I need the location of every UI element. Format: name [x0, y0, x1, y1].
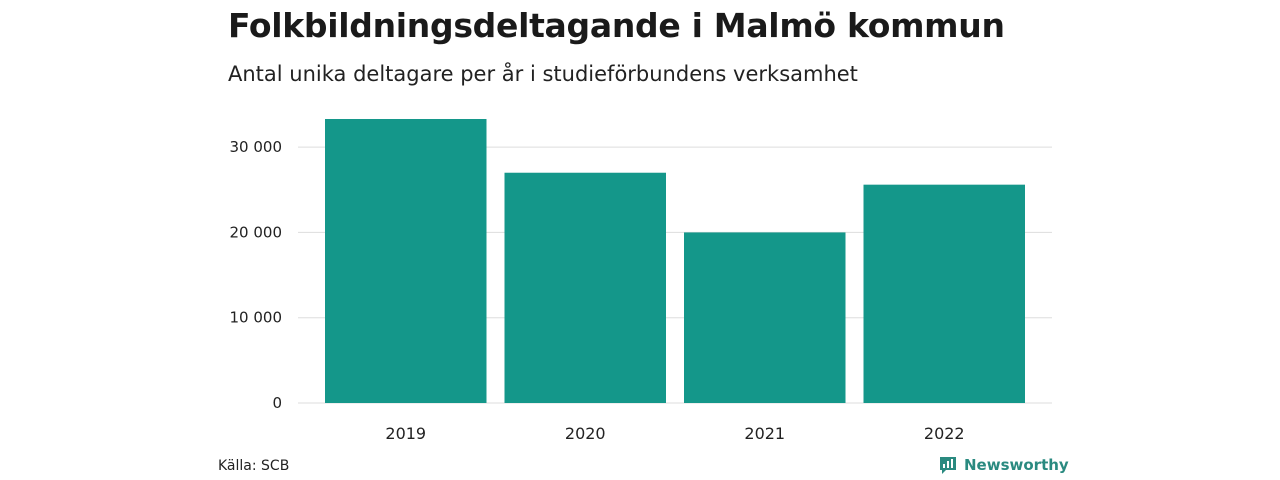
y-tick-label: 20 000 [230, 223, 283, 241]
y-tick-label: 10 000 [230, 309, 283, 327]
source-note: Källa: SCB [218, 458, 290, 474]
bar [504, 172, 666, 403]
y-tick-label: 0 [272, 394, 282, 412]
bar [325, 119, 487, 403]
x-tick-label: 2022 [924, 424, 965, 443]
chart-subtitle: Antal unika deltagare per år i studieför… [228, 62, 858, 86]
bar [684, 232, 846, 403]
x-tick-label: 2019 [385, 424, 426, 443]
chart-title: Folkbildningsdeltagande i Malmö kommun [228, 6, 1005, 45]
bar [863, 184, 1025, 403]
brand-logo: Newsworthy [938, 455, 1069, 475]
newsworthy-logo-icon [940, 457, 956, 474]
brand-name: Newsworthy [964, 456, 1069, 474]
y-tick-label: 30 000 [230, 138, 283, 156]
x-tick-label: 2020 [565, 424, 606, 443]
x-tick-label: 2021 [744, 424, 785, 443]
